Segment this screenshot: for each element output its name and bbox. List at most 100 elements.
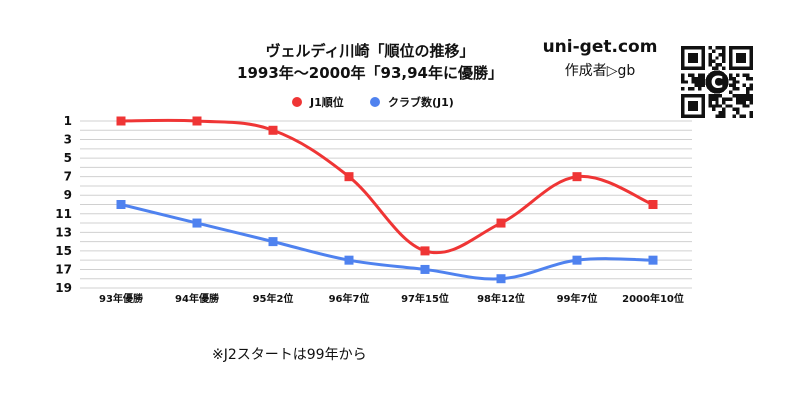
qr-module — [732, 114, 736, 118]
qr-module — [715, 63, 719, 67]
qr-module — [691, 73, 695, 77]
qr-module — [729, 83, 733, 88]
qr-module — [711, 49, 716, 53]
qr-module — [729, 97, 733, 101]
qr-finder-core — [735, 52, 747, 64]
qr-module — [708, 97, 712, 101]
qr-module — [681, 80, 685, 84]
data-point-clubs — [420, 264, 430, 274]
qr-module — [722, 56, 726, 60]
y-tick-label: 5 — [64, 151, 72, 165]
qr-module — [681, 76, 685, 81]
qr-module — [687, 87, 692, 91]
series-line-clubs — [120, 203, 654, 281]
qr-module — [732, 94, 736, 98]
qr-module — [749, 100, 753, 105]
qr-module — [742, 73, 747, 77]
qr-module — [722, 46, 726, 50]
qr-module — [749, 114, 753, 118]
qr-finder-core — [687, 100, 699, 112]
qr-module — [732, 76, 736, 81]
qr-module — [681, 73, 685, 77]
qr-module — [732, 107, 736, 112]
qr-module — [725, 97, 729, 101]
qr-module — [708, 56, 712, 60]
qr-module — [749, 83, 753, 88]
data-point-rank — [648, 200, 658, 209]
qr-module — [711, 66, 716, 70]
data-point-clubs — [268, 237, 278, 247]
brand-author: 作成者▷gb — [564, 63, 636, 79]
data-point-rank — [268, 125, 278, 135]
data-point-clubs — [572, 255, 582, 265]
data-point-rank — [572, 172, 582, 182]
qr-module — [698, 76, 702, 81]
qr-module — [742, 114, 747, 118]
qr-module — [739, 114, 743, 118]
qr-module — [732, 80, 736, 84]
data-point-rank — [192, 116, 202, 126]
qr-module — [691, 80, 695, 84]
qr-module — [711, 107, 716, 112]
y-tick-label: 11 — [55, 207, 72, 221]
qr-module — [729, 104, 733, 108]
y-tick-label: 17 — [55, 262, 72, 276]
data-point-clubs — [192, 218, 202, 228]
qr-module — [735, 100, 740, 105]
brand-site: uni-get.com — [542, 37, 658, 57]
qr-module — [715, 56, 719, 60]
data-point-clubs — [116, 200, 126, 209]
qr-module — [746, 104, 750, 108]
qr-module — [729, 73, 733, 77]
data-point-rank — [420, 246, 430, 256]
qr-module — [708, 100, 712, 105]
qr-module — [715, 97, 719, 101]
qr-module — [742, 83, 747, 88]
qr-module — [715, 66, 719, 70]
qr-module — [722, 59, 726, 64]
qr-module — [715, 100, 719, 105]
qr-module — [722, 49, 726, 53]
qr-module — [684, 80, 688, 84]
qr-module — [735, 73, 740, 77]
qr-module — [749, 94, 753, 98]
qr-module — [718, 52, 723, 57]
data-point-rank — [496, 218, 506, 228]
qr-module — [746, 94, 750, 98]
qr-module — [711, 104, 716, 108]
qr-module — [708, 94, 712, 98]
qr-module — [722, 111, 726, 115]
y-tick-label: 13 — [55, 225, 72, 239]
qr-module — [698, 80, 702, 84]
qr-module — [746, 87, 750, 91]
x-tick-label: 93年優勝 — [99, 292, 144, 305]
data-point-clubs — [648, 255, 658, 265]
qr-module — [694, 76, 699, 81]
qr-module — [749, 76, 753, 81]
qr-module — [746, 97, 750, 101]
qr-code: C — [681, 46, 753, 118]
qr-module — [722, 66, 726, 70]
data-point-rank — [344, 172, 354, 182]
qr-module — [715, 46, 719, 50]
qr-module — [681, 87, 685, 91]
qr-module — [701, 83, 705, 88]
x-tick-label: 95年2位 — [253, 292, 294, 305]
y-tick-label: 15 — [55, 244, 72, 258]
chart-title: ヴェルディ川崎「順位の推移」 — [265, 42, 475, 60]
qr-module — [691, 87, 695, 91]
qr-module — [711, 94, 716, 98]
qr-module — [749, 97, 753, 101]
qr-module — [708, 104, 712, 108]
qr-module — [746, 90, 750, 94]
qr-logo — [705, 70, 729, 94]
qr-module — [715, 94, 719, 98]
qr-module — [698, 73, 702, 77]
qr-module — [735, 111, 740, 115]
qr-module — [718, 94, 723, 98]
qr-module — [708, 63, 712, 67]
qr-module — [694, 80, 699, 84]
legend-swatch-rank — [292, 97, 302, 107]
qr-module — [725, 104, 729, 108]
